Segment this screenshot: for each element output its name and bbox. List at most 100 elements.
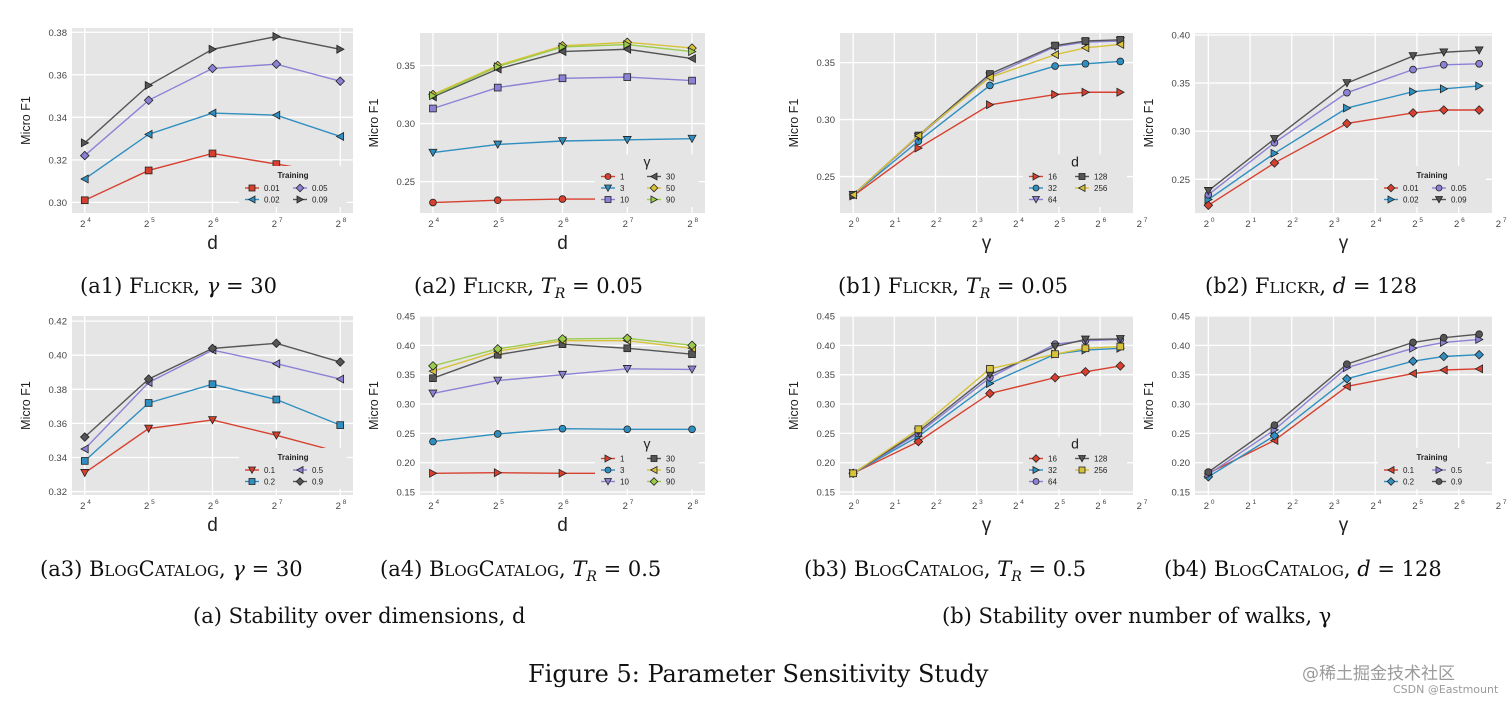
legend-marker-128	[1077, 455, 1087, 463]
legend-marker-0.05	[295, 183, 305, 193]
x-tick-exponent: 4	[87, 499, 91, 506]
legend-marker-30	[650, 455, 658, 462]
data-point-256	[848, 190, 857, 200]
data-point-0.09	[144, 80, 154, 90]
x-axis-label: d	[207, 515, 218, 536]
data-point-0.09	[272, 31, 281, 42]
legend-label: 0.2	[264, 478, 276, 487]
data-point-10	[623, 73, 632, 81]
x-tick-label: 2	[336, 219, 341, 230]
x-tick-label: 2	[849, 219, 854, 230]
series-line-256	[852, 43, 1121, 196]
data-point-0.9	[1270, 421, 1279, 429]
data-point-90	[687, 340, 697, 351]
data-point-32	[1116, 57, 1125, 66]
x-tick-exponent: 5	[1419, 217, 1423, 224]
legend-marker-0.2	[248, 478, 256, 485]
x-tick-label: 2	[687, 501, 692, 512]
x-tick-label: 2	[558, 219, 563, 230]
y-tick-label: 0.34	[49, 113, 68, 124]
data-point-3	[623, 425, 632, 434]
y-tick-label: 0.30	[817, 400, 836, 411]
data-point-0.01	[1408, 108, 1418, 118]
y-tick-label: 0.30	[1172, 400, 1191, 411]
x-tick-label: 2	[1013, 219, 1018, 230]
y-tick-label: 0.25	[1172, 429, 1191, 440]
data-point-0.09	[208, 44, 218, 54]
legend-label: 128	[1094, 455, 1108, 464]
y-axis-label: Micro F1	[19, 96, 33, 145]
legend-marker-0.01	[1386, 183, 1396, 193]
y-tick-label: 0.30	[397, 119, 416, 130]
legend-label: 0.02	[1403, 196, 1419, 205]
x-tick-exponent: 7	[1144, 499, 1148, 506]
x-tick-exponent: 0	[856, 217, 860, 224]
chart-a4: 0.150.200.250.300.350.400.452 4 2 5 2 6 2 7 2 8dM…	[367, 312, 705, 536]
data-point-0.5	[271, 359, 281, 369]
y-tick-label: 0.36	[49, 419, 68, 430]
legend-marker-50	[649, 465, 658, 475]
x-tick-exponent: 4	[1378, 217, 1382, 224]
data-point-16	[1116, 87, 1125, 97]
data-point-0.1	[207, 416, 218, 425]
y-tick-label: 0.25	[1172, 175, 1191, 186]
x-tick-label: 2	[1412, 219, 1417, 230]
legend-label: 128	[1094, 173, 1108, 182]
y-tick-label: 0.35	[817, 58, 836, 69]
legend: γ 1 3 10 30 50 90	[595, 154, 699, 207]
x-tick-label: 2	[1454, 501, 1459, 512]
legend-marker-50	[649, 183, 659, 193]
x-tick-label: 2	[1204, 219, 1209, 230]
data-point-0.02	[1270, 148, 1280, 158]
data-point-0.09	[1408, 52, 1418, 61]
caption-b2: (b2) Flickr, d = 128	[1205, 274, 1418, 298]
data-point-0.02	[80, 174, 89, 184]
data-point-0.1	[1439, 365, 1448, 375]
x-tick-exponent: 4	[87, 217, 91, 224]
y-axis-label: Micro F1	[787, 99, 801, 148]
x-tick-label: 2	[272, 501, 277, 512]
legend-marker-0.05	[1435, 184, 1443, 192]
data-point-32	[1081, 59, 1090, 68]
y-tick-label: 0.30	[49, 198, 68, 209]
data-point-0.05	[79, 150, 90, 161]
data-point-10	[429, 104, 437, 113]
x-tick-exponent: 4	[1378, 499, 1382, 506]
x-tick-label: 2	[1371, 219, 1376, 230]
data-point-0.9	[143, 374, 154, 384]
y-tick-label: 0.35	[397, 61, 416, 72]
x-tick-exponent: 1	[1253, 499, 1257, 506]
x-tick-label: 2	[1137, 219, 1142, 230]
x-tick-label: 2	[1095, 219, 1100, 230]
legend-marker-64	[1031, 196, 1041, 204]
legend-label: 0.05	[312, 184, 328, 193]
data-point-10	[493, 83, 502, 92]
x-tick-exponent: 1	[897, 499, 901, 506]
legend-marker-3	[603, 184, 613, 193]
x-tick-label: 2	[558, 501, 563, 512]
data-point-0.05	[207, 63, 218, 74]
caption-a2: (a2) Flickr, TR = 0.05	[414, 274, 644, 303]
legend-label: 64	[1048, 196, 1057, 205]
x-tick-exponent: 8	[695, 217, 699, 224]
y-tick-label: 0.45	[817, 312, 836, 323]
x-tick-label: 2	[1013, 501, 1018, 512]
x-tick-label: 2	[80, 219, 85, 230]
legend-title: γ	[644, 436, 651, 452]
data-point-16	[914, 143, 923, 153]
legend-label: 30	[666, 455, 675, 464]
data-point-0.02	[1439, 84, 1449, 94]
y-tick-label: 0.25	[397, 429, 416, 440]
data-point-0.09	[1342, 79, 1352, 88]
legend-label: 16	[1048, 173, 1057, 182]
y-tick-label: 0.45	[1172, 312, 1191, 323]
data-point-256	[986, 365, 994, 373]
x-tick-label: 2	[1329, 219, 1334, 230]
data-point-0.2	[80, 457, 89, 465]
data-point-256	[1050, 50, 1059, 60]
legend-marker-0.5	[295, 465, 304, 475]
data-point-0.5	[335, 374, 345, 384]
legend-marker-0.2	[1386, 477, 1396, 486]
legend: d 16 32 64 128 256	[1023, 154, 1127, 207]
legend-title: Training	[1416, 453, 1447, 462]
